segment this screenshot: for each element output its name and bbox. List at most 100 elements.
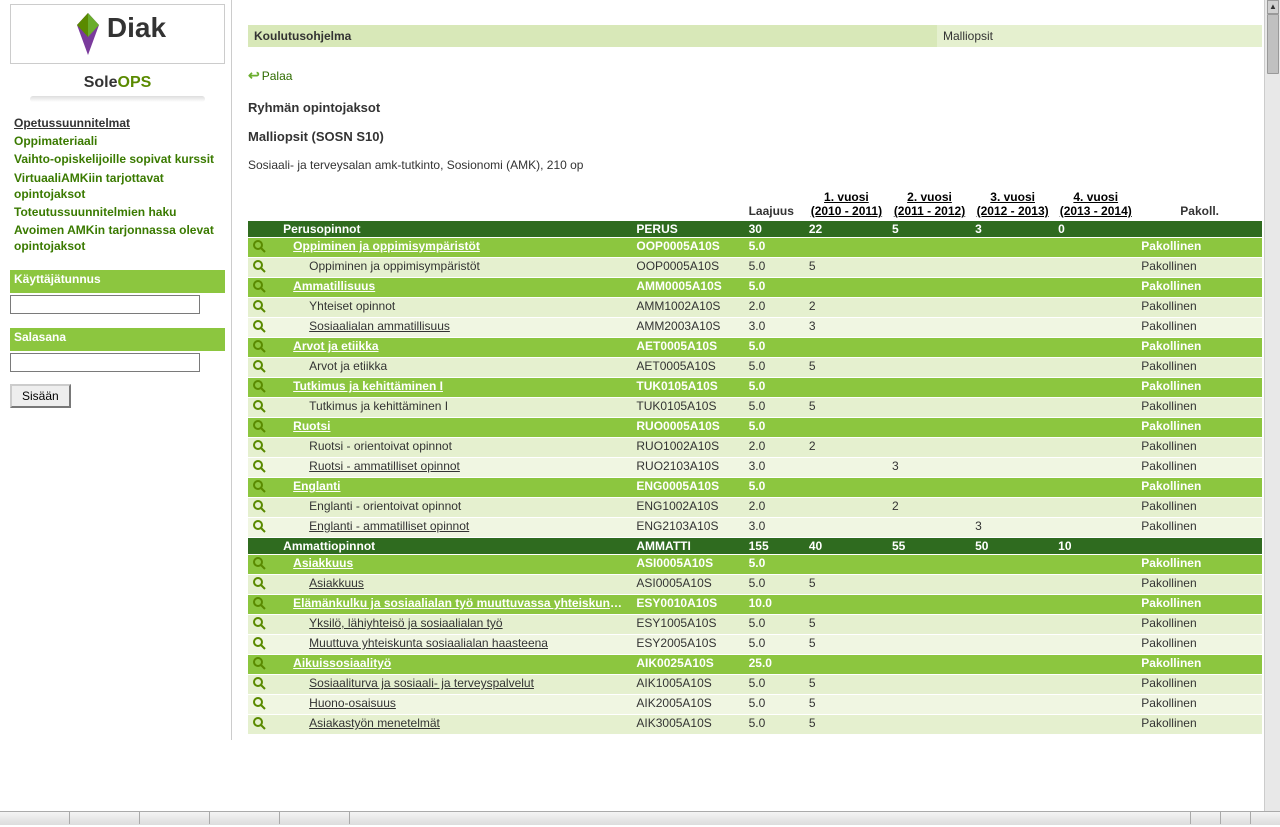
row-name[interactable]: Huono-osaisuus — [279, 695, 632, 715]
row-name[interactable]: Muuttuva yhteiskunta sosiaalialan haaste… — [279, 635, 632, 655]
row-name[interactable]: Englanti - ammatilliset opinnot — [279, 518, 632, 538]
row-mandatory: Pakollinen — [1137, 575, 1262, 595]
magnifier-icon[interactable] — [252, 519, 266, 533]
magnifier-icon[interactable] — [252, 676, 266, 690]
row-name[interactable]: Sosiaaliturva ja sosiaali- ja terveyspal… — [279, 675, 632, 695]
program-band: Koulutusohjelma Malliopsit — [248, 25, 1262, 47]
row-name[interactable]: Aikuissosiaalityö — [279, 655, 632, 675]
row-mandatory: Pakollinen — [1137, 675, 1262, 695]
row-name[interactable]: Asiakkuus — [279, 575, 632, 595]
row-name[interactable]: Elämänkulku ja sosiaalialan työ muuttuva… — [279, 595, 632, 615]
row-name[interactable]: Asiakkuus — [279, 555, 632, 575]
course-link[interactable]: Yksilö, lähiyhteisö ja sosiaalialan työ — [309, 616, 502, 630]
row-name[interactable]: Englanti — [279, 478, 632, 498]
app-title-ops: OPS — [118, 74, 152, 91]
sidebar-nav-item[interactable]: Vaihto-opiskelijoille sopivat kurssit — [10, 150, 225, 168]
course-link[interactable]: Muuttuva yhteiskunta sosiaalialan haaste… — [309, 636, 548, 650]
magnifier-icon[interactable] — [252, 339, 266, 353]
sidebar-nav-item[interactable]: Oppimateriaali — [10, 132, 225, 150]
scroll-up-icon[interactable]: ▲ — [1267, 0, 1279, 14]
row-mandatory: Pakollinen — [1137, 555, 1262, 575]
back-arrow-icon: ↩ — [248, 67, 260, 83]
magnifier-icon[interactable] — [252, 299, 266, 313]
sidebar-nav-item[interactable]: VirtuaaliAMKiin tarjottavat opintojaksot — [10, 169, 225, 203]
row-name[interactable]: Arvot ja etiikka — [279, 338, 632, 358]
course-link[interactable]: Huono-osaisuus — [309, 696, 396, 710]
row-code: RUO2103A10S — [632, 458, 744, 478]
magnifier-icon[interactable] — [252, 499, 266, 513]
magnifier-icon[interactable] — [252, 636, 266, 650]
row-name[interactable]: Ruotsi - ammatilliset opinnot — [279, 458, 632, 478]
logo: Diak — [10, 4, 225, 64]
row-extent: 5.0 — [745, 398, 805, 418]
sidebar-nav-item[interactable]: Toteutussuunnitelmien haku — [10, 203, 225, 221]
sidebar-nav-item[interactable]: Avoimen AMKin tarjonnassa olevat opintoj… — [10, 221, 225, 255]
password-input[interactable] — [10, 353, 200, 372]
course-row: Englanti - ammatilliset opinnotENG2103A1… — [248, 518, 1262, 538]
course-row: Sosiaaliturva ja sosiaali- ja terveyspal… — [248, 675, 1262, 695]
row-code: AIK0025A10S — [632, 655, 744, 675]
row-code: AET0005A10S — [632, 338, 744, 358]
vertical-scrollbar[interactable]: ▲ ▼ — [1264, 0, 1280, 825]
row-extent: 5.0 — [745, 238, 805, 258]
row-name[interactable]: Ammatillisuus — [279, 278, 632, 298]
col-laajuus: Laajuus — [745, 188, 805, 221]
col-year-1[interactable]: 1. vuosi (2010 - 2011) — [811, 190, 882, 218]
magnifier-icon[interactable] — [252, 596, 266, 610]
row-extent: 5.0 — [745, 675, 805, 695]
magnifier-icon[interactable] — [252, 319, 266, 333]
magnifier-icon[interactable] — [252, 359, 266, 373]
back-link-label: Palaa — [262, 69, 293, 83]
band-left: Koulutusohjelma — [248, 25, 937, 47]
row-name[interactable]: Sosiaalialan ammatillisuus — [279, 318, 632, 338]
course-link[interactable]: Sosiaalialan ammatillisuus — [309, 319, 450, 333]
magnifier-icon[interactable] — [252, 556, 266, 570]
login-button[interactable]: Sisään — [10, 384, 71, 408]
course-link[interactable]: Asiakkuus — [309, 576, 364, 590]
magnifier-icon[interactable] — [252, 439, 266, 453]
magnifier-icon[interactable] — [252, 576, 266, 590]
username-input[interactable] — [10, 295, 200, 314]
row-extent: 5.0 — [745, 695, 805, 715]
magnifier-icon[interactable] — [252, 239, 266, 253]
login-pass-label: Salasana — [10, 328, 225, 346]
col-year-3[interactable]: 3. vuosi (2012 - 2013) — [977, 190, 1049, 218]
row-name[interactable]: Tutkimus ja kehittäminen I — [279, 378, 632, 398]
main-content: ↻Vaihda esityskieleksi englanti Koulutus… — [232, 0, 1280, 740]
row-extent: 3.0 — [745, 318, 805, 338]
course-link[interactable]: Sosiaaliturva ja sosiaali- ja terveyspal… — [309, 676, 534, 690]
row-name[interactable]: Asiakastyön menetelmät — [279, 715, 632, 735]
row-name: Perusopinnot — [279, 221, 632, 238]
magnifier-icon[interactable] — [252, 279, 266, 293]
course-link[interactable]: Englanti - ammatilliset opinnot — [309, 519, 469, 533]
course-link[interactable]: Asiakastyön menetelmät — [309, 716, 440, 730]
magnifier-icon[interactable] — [252, 459, 266, 473]
row-extent: 5.0 — [745, 635, 805, 655]
magnifier-icon[interactable] — [252, 716, 266, 730]
page-heading-1: Ryhmän opintojaksot — [248, 100, 1262, 115]
section-row: AmmattiopinnotAMMATTI15540555010 — [248, 538, 1262, 555]
row-name: Englanti - orientoivat opinnot — [279, 498, 632, 518]
magnifier-icon[interactable] — [252, 419, 266, 433]
sidebar-nav: OpetussuunnitelmatOppimateriaaliVaihto-o… — [10, 114, 225, 256]
band-right: Malliopsit — [937, 25, 1262, 47]
magnifier-icon[interactable] — [252, 616, 266, 630]
col-year-2[interactable]: 2. vuosi (2011 - 2012) — [894, 190, 965, 218]
magnifier-icon[interactable] — [252, 696, 266, 710]
row-extent: 5.0 — [745, 478, 805, 498]
magnifier-icon[interactable] — [252, 399, 266, 413]
row-name[interactable]: Oppiminen ja oppimisympäristöt — [279, 238, 632, 258]
course-link[interactable]: Ruotsi - ammatilliset opinnot — [309, 459, 460, 473]
row-name[interactable]: Yksilö, lähiyhteisö ja sosiaalialan työ — [279, 615, 632, 635]
scrollbar-thumb[interactable] — [1267, 14, 1279, 74]
sidebar-nav-item[interactable]: Opetussuunnitelmat — [10, 114, 225, 132]
row-name[interactable]: Ruotsi — [279, 418, 632, 438]
magnifier-icon[interactable] — [252, 379, 266, 393]
magnifier-icon[interactable] — [252, 656, 266, 670]
row-code: ESY2005A10S — [632, 635, 744, 655]
col-year-4[interactable]: 4. vuosi (2013 - 2014) — [1060, 190, 1132, 218]
magnifier-icon[interactable] — [252, 259, 266, 273]
back-link[interactable]: ↩Palaa — [248, 65, 1262, 86]
course-row: Arvot ja etiikkaAET0005A10S5.05Pakolline… — [248, 358, 1262, 378]
magnifier-icon[interactable] — [252, 479, 266, 493]
